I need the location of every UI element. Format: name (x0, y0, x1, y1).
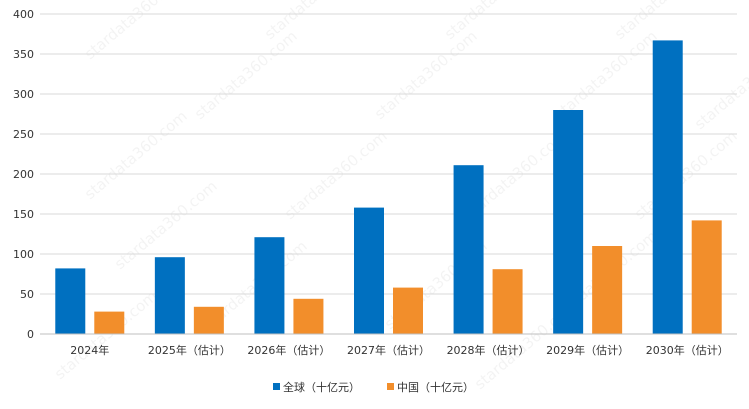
bar (492, 269, 523, 334)
watermark-text: stardata360.com (371, 27, 481, 123)
y-tick-label: 200 (13, 168, 34, 181)
y-tick-label: 100 (13, 248, 34, 261)
bar (94, 311, 125, 334)
y-tick-label: 400 (13, 8, 34, 21)
bar (293, 298, 324, 334)
x-tick-label: 2028年（估计） (447, 343, 530, 357)
watermark-text: stardata360.com (691, 37, 749, 133)
x-tick-label: 2025年（估计） (148, 343, 231, 357)
y-tick-label: 350 (13, 48, 34, 61)
y-tick-label: 0 (27, 328, 34, 341)
y-tick-label: 250 (13, 128, 34, 141)
bar (592, 246, 623, 334)
legend-swatch (273, 383, 280, 390)
bar (193, 306, 224, 334)
watermark-text: stardata360.com (551, 27, 661, 123)
bar (691, 220, 722, 334)
y-tick-label: 50 (20, 288, 34, 301)
bars (55, 40, 722, 335)
bar (393, 287, 423, 334)
legend-swatch (387, 383, 394, 390)
bar (652, 40, 683, 335)
watermark-text: stardata360.com (611, 0, 721, 43)
watermark-text: stardata360.com (631, 127, 741, 223)
x-tick-label: 2027年（估计） (347, 343, 430, 357)
bar (354, 207, 384, 334)
x-tick-label: 2024年 (70, 343, 109, 357)
legend: 全球（十亿元） 中国（十亿元） (273, 380, 474, 394)
x-tick-label: 2030年（估计） (646, 343, 729, 357)
watermark-text: stardata360.com (81, 107, 191, 203)
bar (55, 268, 86, 334)
bar (453, 165, 484, 334)
y-tick-label: 150 (13, 208, 34, 221)
x-tick-label: 2026年（估计） (247, 343, 330, 357)
gridlines (40, 13, 737, 295)
bar (553, 110, 584, 334)
legend-label: 中国（十亿元） (397, 380, 474, 394)
legend-label: 全球（十亿元） (283, 380, 360, 394)
watermark-text: stardata360.com (191, 27, 301, 123)
bar (154, 257, 185, 334)
bar (254, 237, 285, 334)
axes: 0 50 100 150 200 250 300 350 400 2024年 2025年（估计） 20… (13, 8, 737, 357)
x-tick-label: 2029年（估计） (546, 343, 629, 357)
y-tick-label: 300 (13, 88, 34, 101)
